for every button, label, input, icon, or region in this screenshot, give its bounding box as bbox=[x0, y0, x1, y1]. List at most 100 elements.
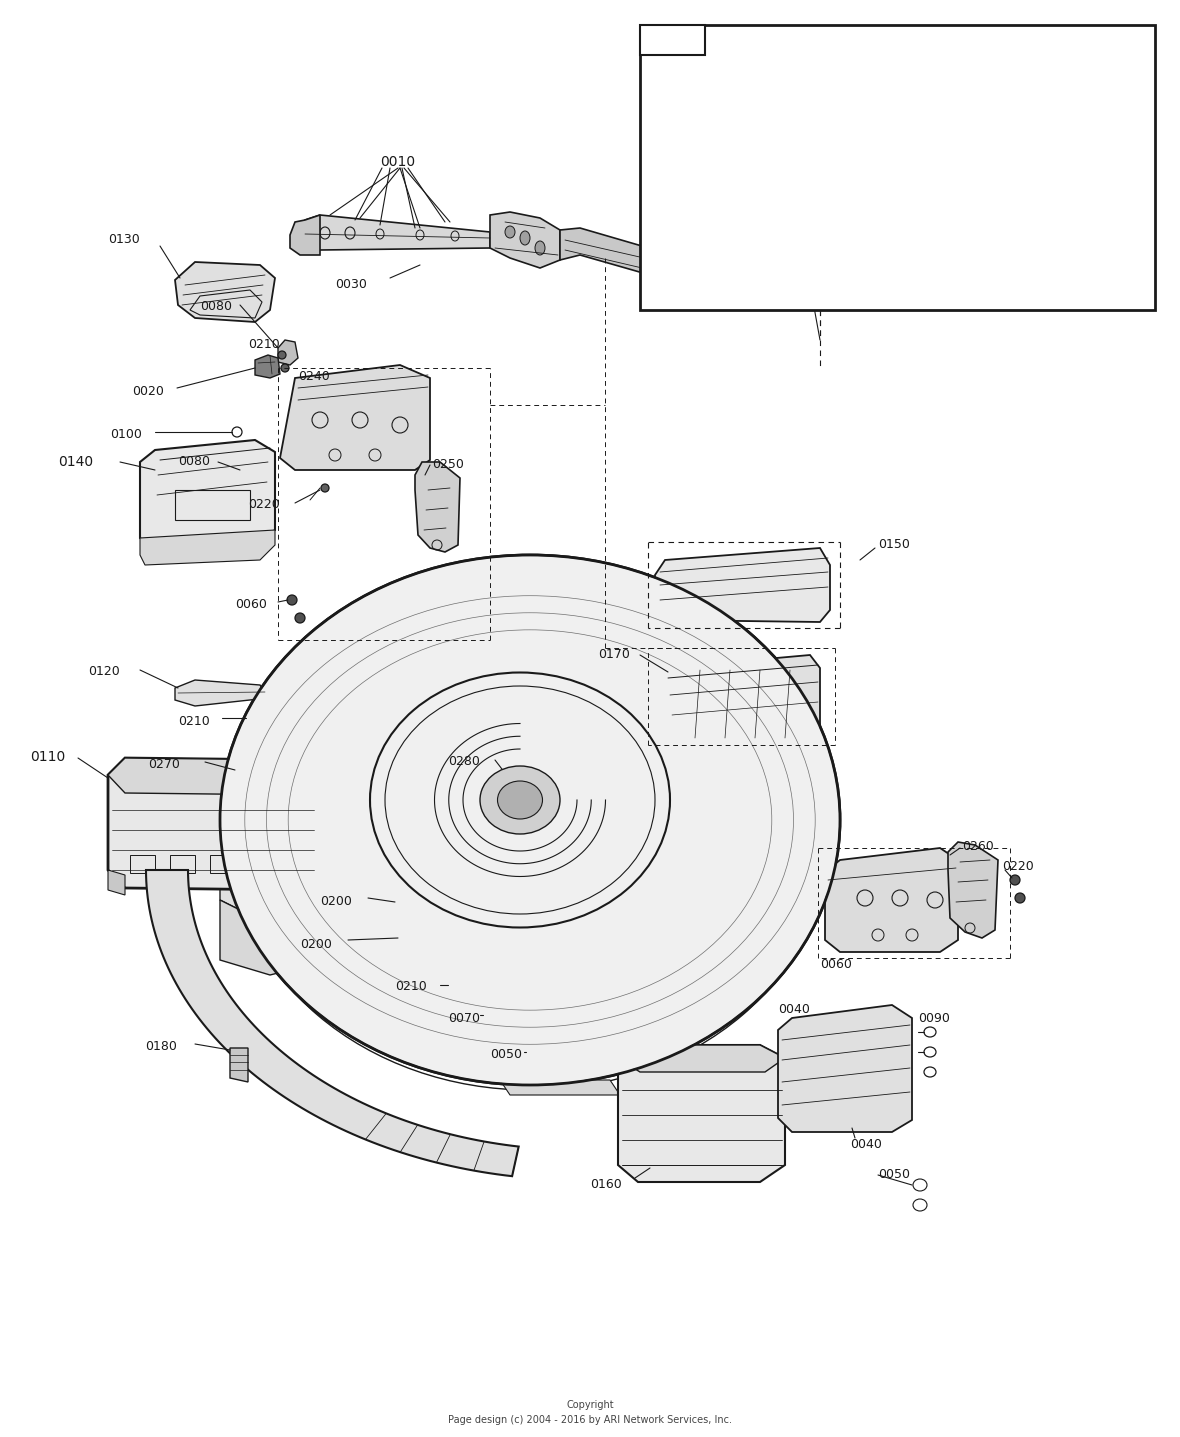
Text: 0060: 0060 bbox=[235, 598, 267, 611]
Ellipse shape bbox=[1090, 66, 1110, 93]
Polygon shape bbox=[560, 228, 700, 285]
Text: 0130: 0130 bbox=[109, 233, 139, 246]
Polygon shape bbox=[795, 155, 870, 228]
Polygon shape bbox=[230, 1048, 248, 1082]
Ellipse shape bbox=[256, 726, 268, 734]
Ellipse shape bbox=[384, 608, 396, 619]
Ellipse shape bbox=[483, 979, 497, 992]
Text: ARI PartStream™: ARI PartStream™ bbox=[464, 842, 596, 858]
Text: 0170: 0170 bbox=[598, 648, 630, 661]
Text: 0050: 0050 bbox=[490, 1048, 522, 1061]
Text: 0070: 0070 bbox=[448, 1012, 480, 1025]
Text: 0120: 0120 bbox=[88, 665, 119, 678]
Text: 0220: 0220 bbox=[248, 499, 280, 512]
Ellipse shape bbox=[510, 792, 530, 808]
Text: 0010: 0010 bbox=[380, 155, 415, 170]
Polygon shape bbox=[304, 216, 490, 250]
Ellipse shape bbox=[535, 241, 545, 254]
Ellipse shape bbox=[221, 556, 839, 1083]
Ellipse shape bbox=[278, 351, 286, 359]
Text: Copyright
Page design (c) 2004 - 2016 by ARI Network Services, Inc.: Copyright Page design (c) 2004 - 2016 by… bbox=[448, 1400, 732, 1426]
Text: 0190-50: 0190-50 bbox=[981, 236, 1032, 249]
Bar bbox=[640, 24, 704, 55]
Polygon shape bbox=[109, 757, 317, 795]
Ellipse shape bbox=[844, 182, 856, 198]
Polygon shape bbox=[280, 365, 430, 470]
Polygon shape bbox=[800, 170, 1084, 221]
Text: 0190: 0190 bbox=[750, 277, 781, 292]
Polygon shape bbox=[219, 790, 280, 920]
Ellipse shape bbox=[766, 933, 780, 946]
Text: 0240: 0240 bbox=[299, 369, 329, 384]
Text: 0200: 0200 bbox=[320, 895, 352, 908]
Ellipse shape bbox=[287, 595, 297, 605]
Polygon shape bbox=[109, 869, 125, 895]
Polygon shape bbox=[712, 55, 755, 101]
Text: 0050: 0050 bbox=[878, 1168, 910, 1181]
Text: 0190: 0190 bbox=[644, 29, 682, 43]
Ellipse shape bbox=[260, 733, 274, 744]
Bar bbox=[175, 490, 250, 520]
Polygon shape bbox=[140, 530, 275, 565]
Ellipse shape bbox=[232, 764, 244, 775]
Polygon shape bbox=[500, 1081, 620, 1095]
Polygon shape bbox=[778, 1004, 912, 1132]
Text: 0280: 0280 bbox=[448, 754, 480, 767]
Bar bbox=[130, 855, 155, 874]
Text: 0140: 0140 bbox=[58, 456, 93, 468]
Polygon shape bbox=[290, 216, 320, 254]
Text: 0080: 0080 bbox=[178, 456, 210, 468]
Ellipse shape bbox=[244, 713, 256, 723]
Text: 0040: 0040 bbox=[778, 1003, 809, 1016]
Polygon shape bbox=[618, 1045, 785, 1072]
Ellipse shape bbox=[1070, 195, 1094, 228]
Ellipse shape bbox=[913, 1198, 927, 1211]
Ellipse shape bbox=[393, 897, 407, 908]
Text: 0250: 0250 bbox=[432, 458, 464, 471]
Polygon shape bbox=[415, 463, 460, 552]
Bar bbox=[210, 855, 235, 874]
Polygon shape bbox=[255, 355, 280, 378]
Ellipse shape bbox=[442, 979, 457, 992]
Ellipse shape bbox=[498, 780, 543, 819]
Ellipse shape bbox=[520, 231, 530, 244]
Text: 0220: 0220 bbox=[1002, 859, 1034, 874]
Text: 0020: 0020 bbox=[132, 385, 164, 398]
Text: 0030: 0030 bbox=[335, 277, 367, 292]
Polygon shape bbox=[146, 869, 519, 1175]
Polygon shape bbox=[219, 900, 310, 974]
Ellipse shape bbox=[321, 484, 329, 491]
Polygon shape bbox=[618, 1045, 785, 1183]
Text: 0100: 0100 bbox=[110, 428, 142, 441]
Text: 0180: 0180 bbox=[145, 1040, 177, 1053]
Ellipse shape bbox=[522, 1049, 535, 1061]
Text: 0160: 0160 bbox=[590, 1178, 622, 1191]
Bar bbox=[640, 24, 1155, 310]
Ellipse shape bbox=[663, 1020, 677, 1032]
Ellipse shape bbox=[822, 165, 838, 185]
Text: 0040: 0040 bbox=[850, 1138, 881, 1151]
Text: 0090: 0090 bbox=[918, 1012, 950, 1025]
Polygon shape bbox=[175, 262, 275, 322]
Ellipse shape bbox=[281, 364, 289, 372]
Ellipse shape bbox=[474, 1049, 489, 1061]
Text: 0210: 0210 bbox=[178, 716, 210, 729]
Bar bbox=[250, 855, 275, 874]
Polygon shape bbox=[948, 842, 998, 938]
Polygon shape bbox=[655, 655, 820, 740]
Ellipse shape bbox=[480, 766, 560, 833]
Ellipse shape bbox=[1010, 875, 1020, 885]
Text: 0210: 0210 bbox=[395, 980, 427, 993]
Ellipse shape bbox=[1015, 892, 1025, 902]
Text: 0200: 0200 bbox=[300, 938, 332, 951]
Polygon shape bbox=[825, 848, 958, 951]
Ellipse shape bbox=[505, 226, 514, 239]
Polygon shape bbox=[109, 757, 317, 890]
Ellipse shape bbox=[478, 1012, 492, 1025]
Ellipse shape bbox=[913, 1178, 927, 1191]
Text: 0190-20: 0190-20 bbox=[961, 52, 1012, 65]
Text: 0150: 0150 bbox=[878, 537, 910, 550]
Text: 0210: 0210 bbox=[248, 338, 280, 351]
Polygon shape bbox=[175, 680, 268, 706]
Text: 0110: 0110 bbox=[30, 750, 65, 764]
